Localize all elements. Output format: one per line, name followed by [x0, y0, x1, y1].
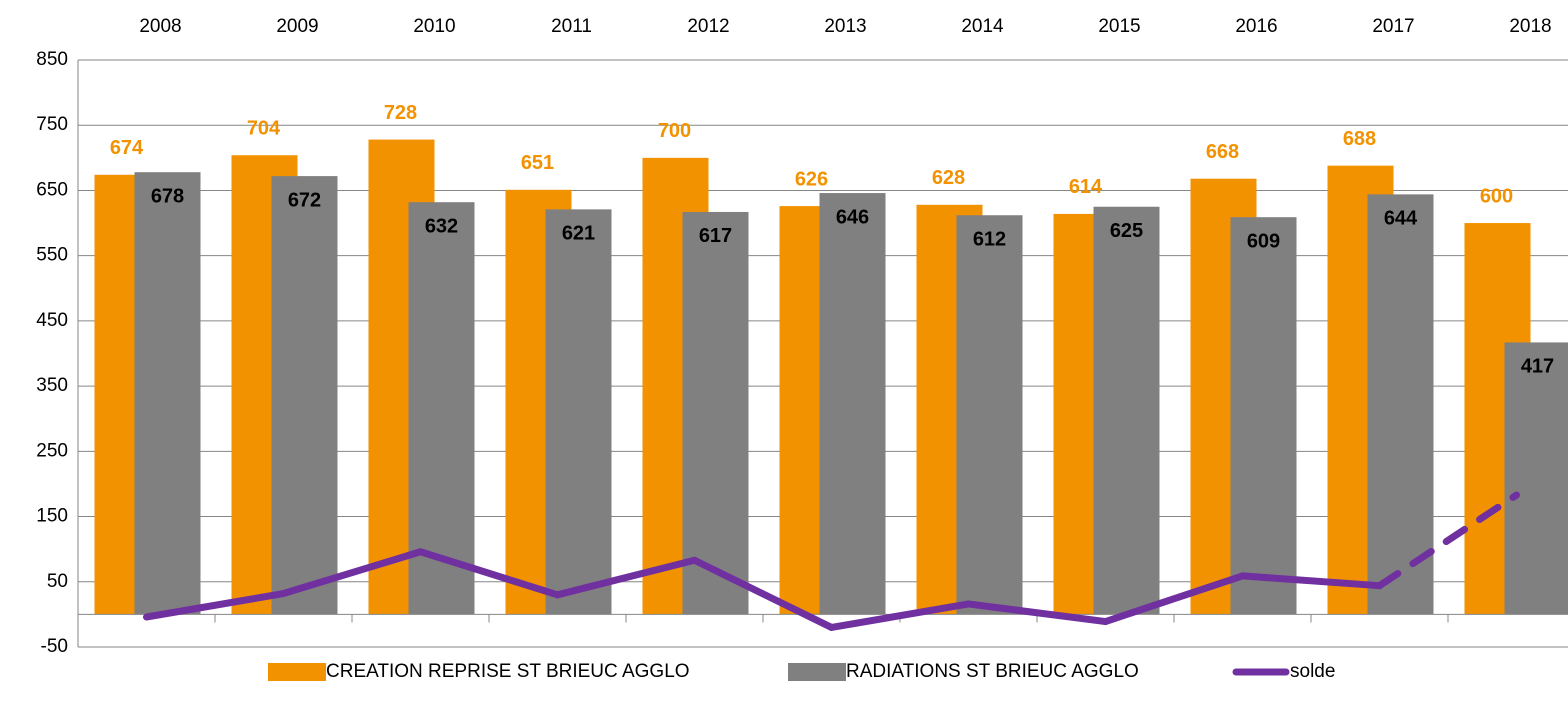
line-segment — [1102, 572, 1246, 626]
bar — [1367, 194, 1434, 615]
value-label: 704 — [247, 118, 281, 140]
bar — [819, 193, 886, 615]
y-tick-label: 850 — [36, 49, 68, 70]
bar — [408, 202, 475, 615]
value-label: 644 — [1384, 208, 1418, 230]
bar — [271, 176, 338, 615]
line-segment — [143, 590, 287, 621]
bar — [956, 215, 1023, 615]
x-tick-label: 2014 — [961, 16, 1004, 37]
bar — [682, 211, 749, 615]
value-label: 651 — [521, 152, 554, 174]
y-tick-label: 450 — [36, 310, 68, 331]
x-tick-label: 2009 — [276, 16, 318, 37]
x-tick-label: 2012 — [687, 16, 729, 37]
legend-swatch — [788, 663, 846, 681]
value-label: 668 — [1206, 141, 1239, 163]
value-label: 628 — [932, 167, 965, 189]
bar — [1230, 217, 1297, 615]
legend-label: RADIATIONS ST BRIEUC AGGLO — [846, 661, 1139, 682]
value-label: 646 — [836, 206, 869, 228]
value-label: 688 — [1343, 128, 1376, 150]
value-label: 626 — [795, 168, 828, 190]
value-label: 417 — [1521, 356, 1554, 378]
y-tick-label: 650 — [36, 179, 68, 200]
y-tick-label: 550 — [36, 245, 68, 266]
value-label: 600 — [1480, 185, 1513, 207]
x-tick-label: 2017 — [1372, 16, 1414, 37]
y-tick-label: 250 — [36, 440, 68, 461]
legend-label: CREATION REPRISE ST BRIEUC AGGLO — [326, 661, 690, 682]
value-label: 625 — [1110, 220, 1143, 242]
value-label: 700 — [658, 120, 691, 142]
line-segment — [828, 600, 972, 631]
x-tick-label: 2008 — [139, 16, 181, 37]
line-segment — [417, 548, 561, 599]
x-tick-label: 2018 — [1509, 16, 1551, 37]
value-label: 612 — [973, 229, 1006, 251]
x-tick-label: 2011 — [551, 16, 592, 37]
x-tick-label: 2015 — [1098, 16, 1140, 37]
y-tick-label: 50 — [47, 571, 68, 592]
value-label: 674 — [110, 137, 144, 159]
line-segment — [1239, 572, 1383, 590]
x-tick-label: 2010 — [413, 16, 455, 37]
x-tick-label: 2016 — [1235, 16, 1277, 37]
legend-swatch — [268, 663, 326, 681]
value-label: 632 — [425, 215, 458, 237]
line-segment — [554, 556, 698, 599]
legend-label: solde — [1290, 661, 1335, 682]
value-label: 617 — [699, 225, 732, 247]
line-segment — [280, 548, 424, 598]
line-segment — [1376, 491, 1520, 590]
value-label: 621 — [562, 223, 595, 245]
y-tick-label: 350 — [36, 375, 68, 396]
value-label: 728 — [384, 102, 417, 124]
line-segment — [965, 600, 1109, 626]
value-label: 614 — [1069, 176, 1103, 198]
y-tick-label: -50 — [41, 636, 68, 657]
bar — [1093, 206, 1160, 615]
value-label: 672 — [288, 189, 321, 211]
y-tick-label: 150 — [36, 506, 68, 527]
y-tick-label: 750 — [36, 114, 68, 135]
bar — [134, 172, 201, 615]
value-label: 678 — [151, 185, 184, 207]
x-tick-label: 2013 — [824, 16, 866, 37]
bar — [545, 209, 612, 615]
bar — [1504, 342, 1568, 615]
line-segment — [691, 556, 835, 631]
value-label: 609 — [1247, 230, 1280, 252]
